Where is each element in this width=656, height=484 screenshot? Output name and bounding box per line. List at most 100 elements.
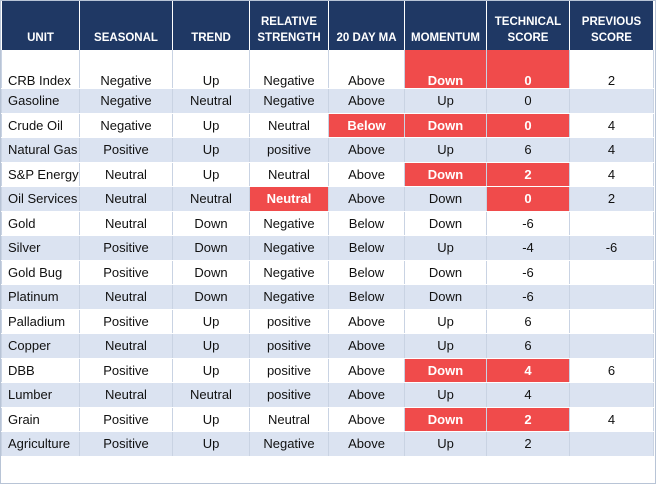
table-body: CRB Index Negative Up Negative Above Down 0 2 Ga… [1,50,654,457]
cell-relative-strength: positive [249,309,329,334]
table-row: Silver Positive Down Negative Below Up -4 -6 [1,235,654,261]
cell-seasonal: Neutral [79,186,173,212]
table-row: S&P Energy Neutral Up Neutral Above Down 2 4 [1,162,654,187]
cell-trend: Up [172,309,250,334]
cell-technical-score: 6 [486,333,570,359]
cell-technical-score: -6 [486,260,570,285]
cell-technical-score: 2 [486,431,570,457]
cell-previous-score: 4 [569,137,654,163]
cell-seasonal: Positive [79,358,173,383]
cell-20-day-ma: Below [328,260,405,285]
cell-seasonal: Positive [79,235,173,261]
cell-momentum: Up [404,382,487,408]
cell-previous-score: 2 [569,186,654,212]
cell-technical-score: 6 [486,309,570,334]
cell-previous-score [569,88,654,114]
cell-unit: Palladium [1,309,80,334]
cell-20-day-ma: Above [328,333,405,359]
cell-20-day-ma: Above [328,162,405,187]
table-row: Grain Positive Up Neutral Above Down 2 4 [1,407,654,432]
cell-momentum: Down [404,50,487,89]
cell-seasonal: Negative [79,113,173,138]
cell-20-day-ma: Below [328,284,405,310]
cell-20-day-ma: Below [328,235,405,261]
cell-unit: CRB Index [1,50,80,89]
cell-technical-score: 0 [486,113,570,138]
cell-relative-strength: Negative [249,260,329,285]
cell-20-day-ma: Below [328,113,405,138]
cell-20-day-ma: Above [328,382,405,408]
column-header-20-day-ma: 20 DAY MA [328,1,405,50]
cell-trend: Up [172,407,250,432]
cell-technical-score: 2 [486,162,570,187]
cell-momentum: Down [404,358,487,383]
cell-trend: Up [172,333,250,359]
cell-trend: Up [172,113,250,138]
cell-relative-strength: positive [249,333,329,359]
cell-technical-score: -4 [486,235,570,261]
cell-20-day-ma: Below [328,211,405,236]
cell-trend: Down [172,235,250,261]
cell-seasonal: Positive [79,407,173,432]
cell-previous-score [569,260,654,285]
cell-previous-score: 6 [569,358,654,383]
column-header-unit: UNIT [1,1,80,50]
cell-previous-score [569,382,654,408]
cell-unit: Platinum [1,284,80,310]
cell-trend: Up [172,431,250,457]
cell-unit: Gold [1,211,80,236]
cell-trend: Up [172,137,250,163]
cell-trend: Up [172,162,250,187]
header-row: UNIT SEASONAL TREND RELATIVE STRENGTH 20 DAY… [1,1,654,50]
cell-previous-score: 2 [569,50,654,89]
table-row: Palladium Positive Up positive Above Up 6 [1,309,654,334]
cell-seasonal: Neutral [79,162,173,187]
cell-relative-strength: positive [249,358,329,383]
cell-seasonal: Positive [79,431,173,457]
cell-20-day-ma: Above [328,431,405,457]
cell-technical-score: -6 [486,211,570,236]
cell-momentum: Down [404,260,487,285]
cell-unit: Silver [1,235,80,261]
cell-relative-strength: Neutral [249,113,329,138]
cell-technical-score: 0 [486,88,570,114]
cell-unit: Oil Services [1,186,80,212]
cell-previous-score: 4 [569,162,654,187]
cell-relative-strength: Neutral [249,407,329,432]
cell-previous-score [569,284,654,310]
cell-momentum: Down [404,284,487,310]
cell-20-day-ma: Above [328,50,405,89]
cell-seasonal: Positive [79,260,173,285]
cell-unit: Gold Bug [1,260,80,285]
cell-technical-score: 6 [486,137,570,163]
cell-previous-score: -6 [569,235,654,261]
cell-momentum: Down [404,186,487,212]
cell-unit: Gasoline [1,88,80,114]
cell-momentum: Down [404,162,487,187]
table-row: CRB Index Negative Up Negative Above Down 0 2 [1,50,654,89]
cell-previous-score [569,333,654,359]
cell-previous-score [569,211,654,236]
cell-20-day-ma: Above [328,407,405,432]
cell-20-day-ma: Above [328,137,405,163]
cell-seasonal: Neutral [79,382,173,408]
cell-unit: Natural Gas [1,137,80,163]
cell-seasonal: Neutral [79,284,173,310]
cell-previous-score: 4 [569,113,654,138]
cell-seasonal: Positive [79,137,173,163]
cell-20-day-ma: Above [328,88,405,114]
cell-momentum: Up [404,235,487,261]
cell-momentum: Down [404,211,487,236]
cell-unit: Grain [1,407,80,432]
cell-relative-strength: Negative [249,50,329,89]
cell-seasonal: Neutral [79,333,173,359]
column-header-relative-strength: RELATIVE STRENGTH [249,1,329,50]
column-header-seasonal: SEASONAL [79,1,173,50]
table-row: Gold Bug Positive Down Negative Below Down -6 [1,260,654,285]
cell-relative-strength: positive [249,137,329,163]
table-row: Agriculture Positive Up Negative Above Up 2 [1,431,654,457]
cell-trend: Down [172,260,250,285]
table-row: Gold Neutral Down Negative Below Down -6 [1,211,654,236]
cell-relative-strength: Neutral [249,162,329,187]
cell-technical-score: 4 [486,382,570,408]
